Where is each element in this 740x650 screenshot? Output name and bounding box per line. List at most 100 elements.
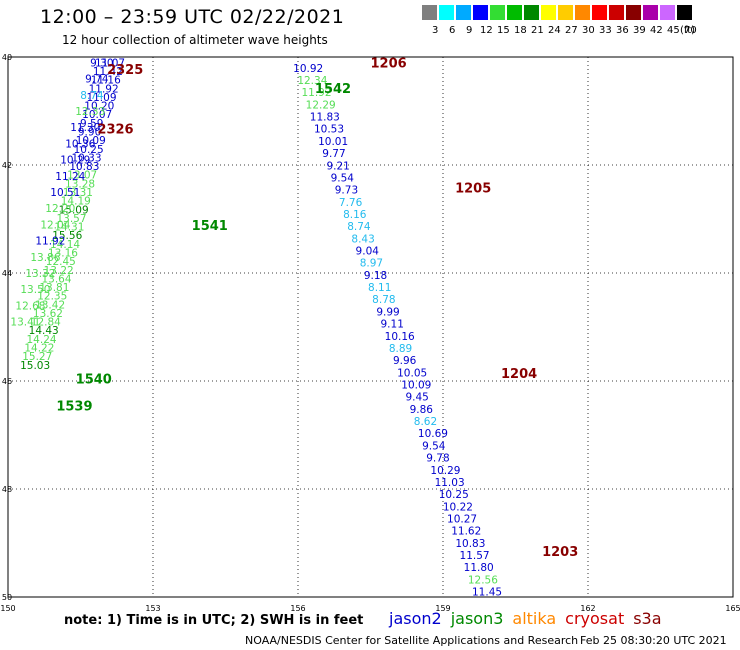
- legend-swatch: [541, 5, 556, 20]
- swh-value: 11.92: [301, 87, 331, 99]
- legend-swatch: [456, 5, 471, 20]
- legend-label: 70: [684, 25, 697, 36]
- swh-value: 9.54: [422, 440, 446, 452]
- legend-swatch: [558, 5, 573, 20]
- swh-value: 8.62: [414, 416, 437, 428]
- pass-time-label: 1205: [455, 182, 491, 197]
- lon-tick-label: 159: [435, 604, 450, 613]
- swh-value: 13.81: [39, 282, 69, 294]
- pass-time-label: 2325: [107, 63, 143, 78]
- swh-value: 13.16: [48, 247, 78, 259]
- swh-value: 11.24: [55, 171, 85, 183]
- swh-value: 10.16: [385, 331, 415, 343]
- swh-value: 13.42: [35, 299, 65, 311]
- legend-swatch: [592, 5, 607, 20]
- swh-value: 10.53: [314, 124, 344, 136]
- swh-value: 8.16: [343, 209, 367, 221]
- swh-value: 9.74: [85, 74, 109, 86]
- lon-tick-label: 153: [145, 604, 160, 613]
- lat-tick-label: 48: [2, 485, 12, 494]
- swh-value: 10.83: [69, 161, 99, 173]
- swh-value: 14.22: [24, 343, 54, 355]
- swh-value: 9.78: [426, 453, 449, 465]
- swh-value: 11.09: [86, 92, 116, 104]
- swh-value: 10.09: [401, 380, 431, 392]
- lat-tick-label: 40: [2, 53, 12, 62]
- swh-value: 8.11: [368, 282, 391, 294]
- swh-value: 10.29: [60, 155, 90, 167]
- legend-label: 39: [633, 25, 646, 36]
- swh-value: 10.83: [455, 538, 485, 550]
- swh-value: 13.62: [33, 308, 63, 320]
- legend-label: 12: [480, 25, 493, 36]
- swh-value: 10.27: [447, 514, 477, 526]
- legend-label: 6: [449, 25, 456, 36]
- swh-value: 12.29: [306, 99, 336, 111]
- swh-value: 11.16: [91, 75, 121, 87]
- swh-value: 9.73: [335, 185, 358, 197]
- swh-value: 11.45: [472, 587, 502, 599]
- pass-time-label: 1542: [315, 82, 351, 97]
- pass-time-label: 1204: [501, 367, 537, 382]
- swh-value: 9.45: [405, 392, 428, 404]
- lon-tick-label: 156: [290, 604, 305, 613]
- swh-value: 15.27: [22, 351, 52, 363]
- legend-swatch: [422, 5, 437, 20]
- swh-value: 10.51: [50, 187, 80, 199]
- swh-value: 9.18: [364, 270, 387, 282]
- footnote: note: 1) Time is in UTC; 2) SWH is in fe…: [64, 613, 364, 628]
- swh-value: 13.57: [56, 213, 86, 225]
- satellite-s3a: s3a: [633, 609, 662, 628]
- legend-swatch: [524, 5, 539, 20]
- swh-value: 10.22: [443, 501, 473, 513]
- swh-value: 10.25: [74, 144, 104, 156]
- page-title: 12:00 – 23:59 UTC 02/22/2021: [40, 6, 345, 28]
- swh-value: 12.56: [468, 574, 498, 586]
- swh-value: 12.68: [15, 300, 45, 312]
- swh-value: 13.64: [41, 273, 71, 285]
- legend-label: 18: [514, 25, 527, 36]
- legend-swatch: [609, 5, 624, 20]
- satellite-cryosat: cryosat: [565, 609, 625, 628]
- legend-swatch: [660, 5, 675, 20]
- swh-value: 9.30: [90, 57, 113, 69]
- lat-tick-label: 50: [2, 593, 12, 602]
- swh-value: 8.78: [372, 294, 395, 306]
- swh-value: 13.41: [10, 317, 40, 329]
- legend-label: 15: [497, 25, 510, 36]
- pass-time-label: 1539: [56, 399, 92, 414]
- legend-label: 30: [582, 25, 595, 36]
- swh-value: 14.43: [29, 325, 59, 337]
- legend-swatch: [507, 5, 522, 20]
- satellite-jason2: jason2: [389, 609, 442, 628]
- swh-value: 9.90: [78, 127, 101, 139]
- swh-value: 9.96: [393, 355, 417, 367]
- swh-value: 12.45: [46, 256, 76, 268]
- swh-value: 13.32: [25, 268, 55, 280]
- swh-value: 9.54: [331, 172, 355, 184]
- pass-time-label: 1540: [76, 372, 112, 387]
- legend-swatch: [473, 5, 488, 20]
- pass-time-label: 1206: [371, 56, 407, 71]
- swh-value: 10.33: [71, 152, 101, 164]
- legend-label: 27: [565, 25, 578, 36]
- swh-value: 8.74: [80, 90, 104, 102]
- swh-value: 11.92: [89, 83, 119, 95]
- legend-label: 45: [667, 25, 680, 36]
- swh-value: 11.57: [460, 550, 490, 562]
- lat-tick-label: 46: [2, 377, 12, 386]
- page-subtitle: 12 hour collection of altimeter wave hei…: [62, 33, 328, 47]
- swh-value: 10.29: [430, 465, 460, 477]
- pass-time-label: 1541: [192, 219, 228, 234]
- satellite-legend: jason2 jason3 altika cryosat s3a: [389, 609, 671, 628]
- swh-value: 13.31: [63, 187, 93, 199]
- legend-label: 3: [432, 25, 439, 36]
- swh-value: 9.59: [80, 118, 103, 130]
- legend-swatch: [575, 5, 590, 20]
- swh-value: 15.09: [59, 204, 89, 216]
- lat-tick-label: 42: [2, 161, 12, 170]
- swh-value: 10.20: [84, 101, 114, 113]
- swh-value: 14.19: [61, 196, 91, 208]
- swh-value: 13.86: [30, 252, 60, 264]
